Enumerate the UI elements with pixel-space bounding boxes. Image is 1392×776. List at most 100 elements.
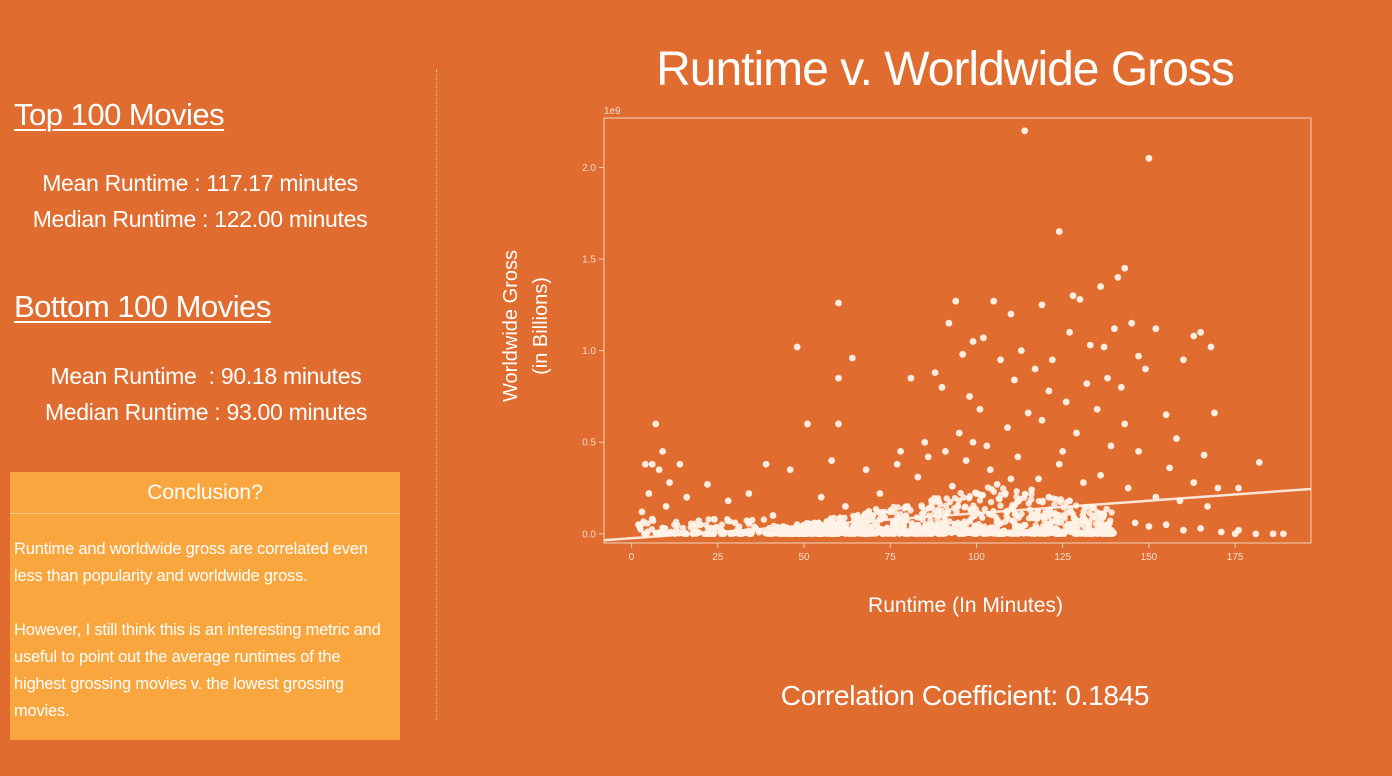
scatter-point <box>1162 521 1170 529</box>
scatter-point <box>1179 356 1187 364</box>
scatter-point <box>994 516 1001 524</box>
scatter-point <box>1013 493 1020 501</box>
scatter-point <box>1010 518 1017 525</box>
scatter-point <box>908 522 916 529</box>
scatter-point <box>1089 504 1096 512</box>
scatter-point <box>1100 521 1107 528</box>
scatter-point <box>771 526 779 534</box>
scatter-point <box>865 516 872 523</box>
scatter-point <box>1042 511 1049 518</box>
scatter-point <box>1008 530 1015 538</box>
scatter-point <box>854 520 861 527</box>
scatter-point <box>839 527 847 534</box>
scatter-point <box>693 530 700 537</box>
scatter-point <box>872 530 879 537</box>
scatter-point <box>841 514 848 522</box>
scatter-point <box>1280 530 1287 538</box>
scatter-point <box>1097 510 1105 518</box>
scatter-point <box>1057 499 1064 506</box>
scatter-point <box>1107 530 1114 538</box>
scatter-point <box>836 518 843 525</box>
scatter-point <box>932 524 939 531</box>
scatter-point <box>1068 526 1076 533</box>
scatter-point <box>921 523 928 530</box>
scatter-point <box>841 530 849 537</box>
scatter-point <box>838 519 846 527</box>
scatter-point <box>1043 511 1051 518</box>
scatter-point <box>1252 530 1260 538</box>
scatter-point <box>1082 527 1090 535</box>
scatter-point <box>895 529 902 536</box>
scatter-point <box>745 528 753 536</box>
scatter-point <box>768 530 775 538</box>
scatter-point <box>769 512 777 519</box>
scatter-point <box>907 507 914 514</box>
scatter-point <box>1104 524 1112 532</box>
scatter-point <box>982 530 990 537</box>
scatter-point <box>884 524 891 531</box>
scatter-point <box>724 517 732 525</box>
scatter-point <box>1109 529 1116 536</box>
scatter-point <box>662 530 670 538</box>
scatter-point <box>1086 530 1094 538</box>
scatter-point <box>881 514 889 521</box>
scatter-point <box>938 528 945 535</box>
scatter-point <box>1060 504 1068 511</box>
scatter-point <box>1066 505 1074 512</box>
scatter-point <box>806 524 813 532</box>
scatter-point <box>804 420 811 428</box>
scatter-point <box>1106 525 1113 533</box>
scatter-point <box>1269 530 1277 538</box>
scatter-point <box>1073 529 1080 536</box>
scatter-point <box>806 523 814 531</box>
scatter-point <box>835 420 842 428</box>
scatter-point <box>659 448 667 455</box>
scatter-point <box>1106 520 1113 528</box>
scatter-point <box>845 528 853 535</box>
scatter-point <box>1018 527 1025 534</box>
scatter-point <box>904 529 911 536</box>
scatter-point <box>667 528 675 536</box>
scatter-point <box>828 530 835 537</box>
scatter-point <box>825 529 832 537</box>
scatter-point <box>988 527 995 535</box>
scatter-point <box>731 529 738 537</box>
scatter-point <box>1190 479 1198 486</box>
scatter-point <box>860 512 868 519</box>
scatter-point <box>852 518 859 525</box>
scatter-point <box>878 508 885 516</box>
scatter-point <box>936 530 943 538</box>
scatter-point <box>1042 509 1049 516</box>
scatter-point <box>1071 517 1079 524</box>
chart-title: Runtime v. Worldwide Gross <box>656 43 1235 96</box>
scatter-point <box>1011 530 1018 538</box>
scatter-point <box>898 529 906 536</box>
scatter-point <box>837 523 844 531</box>
scatter-point <box>1105 530 1112 537</box>
scatter-point <box>749 516 756 524</box>
scatter-point <box>1018 510 1025 518</box>
scatter-point <box>730 530 737 537</box>
scatter-point <box>1034 510 1041 517</box>
scatter-point <box>808 528 815 535</box>
scatter-point <box>1046 507 1053 515</box>
scatter-point <box>866 523 874 530</box>
scatter-point <box>982 527 990 535</box>
scatter-point <box>822 530 829 537</box>
scatter-point <box>822 526 830 533</box>
scatter-point <box>782 529 789 536</box>
scatter-point <box>893 519 900 526</box>
scatter-point <box>894 514 901 521</box>
scatter-point <box>691 520 699 528</box>
scatter-point <box>810 530 817 537</box>
scatter-point <box>899 523 907 531</box>
scatter-point <box>852 513 860 521</box>
scatter-point <box>1005 507 1012 514</box>
scatter-point <box>1255 458 1263 466</box>
scatter-point <box>1093 528 1101 535</box>
scatter-point <box>857 530 865 537</box>
scatter-point <box>940 519 947 526</box>
scatter-point <box>910 529 917 536</box>
scatter-point <box>745 520 752 527</box>
scatter-point <box>878 513 886 521</box>
